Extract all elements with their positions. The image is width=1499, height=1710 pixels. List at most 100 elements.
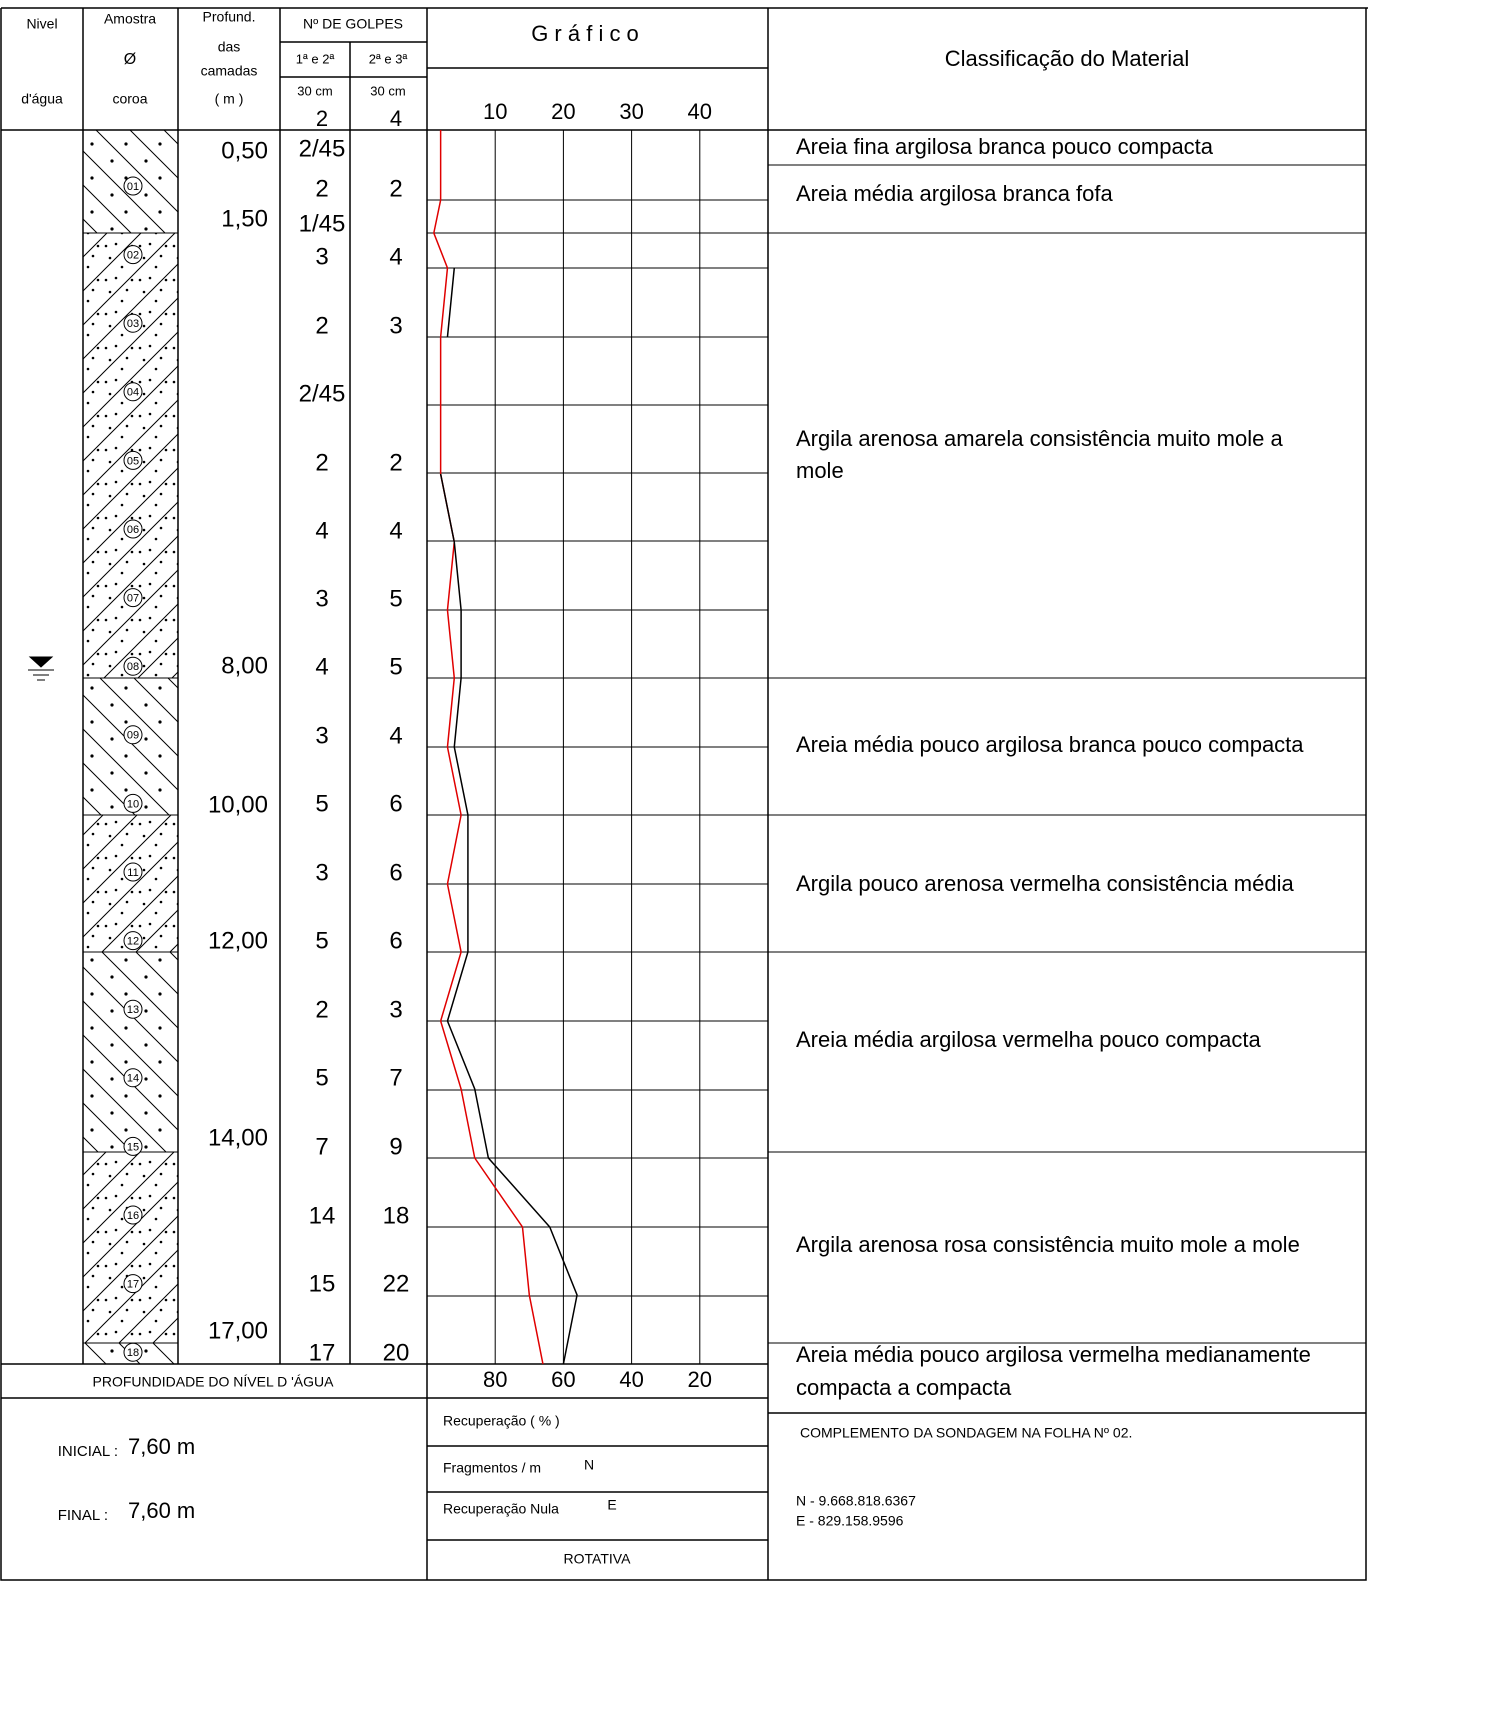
blow-count: 15 <box>309 1270 336 1297</box>
depth-label: 12,00 <box>208 927 268 954</box>
blow-count: 3 <box>315 859 328 886</box>
footer-label: Fragmentos / m <box>443 1460 541 1476</box>
footer-label: Recuperação ( % ) <box>443 1413 560 1429</box>
recovery-tick-label: 80 <box>483 1367 507 1392</box>
recovery-tick-label: 60 <box>551 1367 575 1392</box>
blow-count: 3 <box>315 585 328 612</box>
layer-description: Argila pouco arenosa vermelha consistênc… <box>796 871 1294 896</box>
depth-label: 10,00 <box>208 791 268 818</box>
footer-label: FINAL : <box>58 1507 108 1524</box>
blow-count: 9 <box>389 1133 402 1160</box>
footer-label: E <box>607 1497 616 1513</box>
blow-count: 6 <box>389 790 402 817</box>
recovery-tick-label: 20 <box>688 1367 712 1392</box>
sample-label: 03 <box>127 318 139 330</box>
sample-marker <box>123 245 143 265</box>
sample-marker <box>123 1274 143 1294</box>
sample-label: 02 <box>127 250 139 262</box>
blow-count: 14 <box>309 1202 336 1229</box>
footer-label: INICIAL : <box>58 1443 118 1460</box>
sample-label: 14 <box>127 1073 139 1085</box>
header: Profund. <box>203 9 256 25</box>
footer-label: E - 829.158.9596 <box>796 1513 904 1529</box>
sample-marker <box>123 793 143 813</box>
sample-marker <box>123 313 143 333</box>
depth-label: 17,00 <box>208 1317 268 1344</box>
sample-label: 18 <box>127 1347 139 1359</box>
blow-count: 2 <box>389 449 402 476</box>
sample-label: 16 <box>127 1210 139 1222</box>
sample-label: 13 <box>127 1004 139 1016</box>
blow-count: 4 <box>389 517 402 544</box>
header: Ø <box>124 51 136 68</box>
header: das <box>218 39 241 55</box>
blow-count: 17 <box>309 1339 336 1366</box>
sample-marker <box>123 656 143 676</box>
sample-marker <box>123 862 143 882</box>
n-curve-1 <box>433 130 544 1365</box>
footer-label: N <box>584 1457 594 1473</box>
blow-count: 6 <box>389 927 402 954</box>
sample-marker <box>123 1205 143 1225</box>
footer-label: ROTATIVA <box>564 1551 632 1567</box>
blow-count: 2 <box>315 996 328 1023</box>
sample-marker <box>123 999 143 1019</box>
sample-marker <box>123 588 143 608</box>
x-tick-label: 10 <box>483 99 507 124</box>
footer-value: 7,60 m <box>128 1498 195 1523</box>
header: 30 cm <box>297 83 332 98</box>
sample-marker <box>123 519 143 539</box>
frame <box>0 7 1368 1581</box>
blow-count: 5 <box>315 927 328 954</box>
depth-label: 1,50 <box>221 205 268 232</box>
sample-label: 01 <box>127 181 139 193</box>
blow-count: 2 <box>315 449 328 476</box>
sample-label: 17 <box>127 1279 139 1291</box>
blow-count: 3 <box>389 312 402 339</box>
blow-count: 3 <box>315 722 328 749</box>
blow-count: 2 <box>316 106 328 131</box>
header: Classificação do Material <box>945 46 1190 71</box>
header: 1ª e 2ª <box>296 51 335 66</box>
layer-description: Areia média argilosa branca fofa <box>796 181 1113 206</box>
blow-count: 3 <box>315 243 328 270</box>
sample-marker <box>123 725 143 745</box>
x-tick-label: 40 <box>688 99 712 124</box>
header: ( m ) <box>215 91 244 107</box>
layer-description: Areia fina argilosa branca pouco compact… <box>796 134 1214 159</box>
sample-label: 05 <box>127 455 139 467</box>
depth-label: 0,50 <box>221 137 268 164</box>
footer-label: Recuperação Nula <box>443 1501 559 1517</box>
header: Nivel <box>26 16 57 32</box>
blow-count: 4 <box>389 243 402 270</box>
blow-count: 7 <box>315 1133 328 1160</box>
layer-description: Areia média pouco argilosa vermelha medi… <box>796 1342 1311 1400</box>
sample-marker <box>123 1342 143 1362</box>
header: camadas <box>201 63 258 79</box>
blow-count: 4 <box>390 106 402 131</box>
blow-count: 20 <box>383 1339 410 1366</box>
sample-marker <box>123 1136 143 1156</box>
x-tick-label: 20 <box>551 99 575 124</box>
blow-count: 18 <box>383 1202 410 1229</box>
blow-count: 3 <box>389 996 402 1023</box>
blow-count: 5 <box>389 585 402 612</box>
sample-label: 07 <box>127 593 139 605</box>
layer-description: Areia média pouco argilosa branca pouco … <box>796 732 1304 757</box>
layer-description: Areia média argilosa vermelha pouco comp… <box>796 1027 1261 1052</box>
blow-count: 2 <box>315 175 328 202</box>
header: d'água <box>21 91 63 107</box>
blow-count: 2 <box>315 312 328 339</box>
layer-description: Argila arenosa rosa consistência muito m… <box>796 1232 1300 1257</box>
footer-label: COMPLEMENTO DA SONDAGEM NA FOLHA Nº 02. <box>800 1425 1132 1441</box>
n-curve-2 <box>439 267 578 1365</box>
depth-label: 14,00 <box>208 1124 268 1151</box>
header: Nº DE GOLPES <box>303 16 403 32</box>
sample-label: 12 <box>127 936 139 948</box>
x-tick-label: 30 <box>619 99 643 124</box>
blow-count: 2/45 <box>299 135 346 162</box>
footer-label: N - 9.668.818.6367 <box>796 1493 916 1509</box>
sample-marker <box>123 931 143 951</box>
sample-marker <box>123 450 143 470</box>
blow-count: 22 <box>383 1270 410 1297</box>
